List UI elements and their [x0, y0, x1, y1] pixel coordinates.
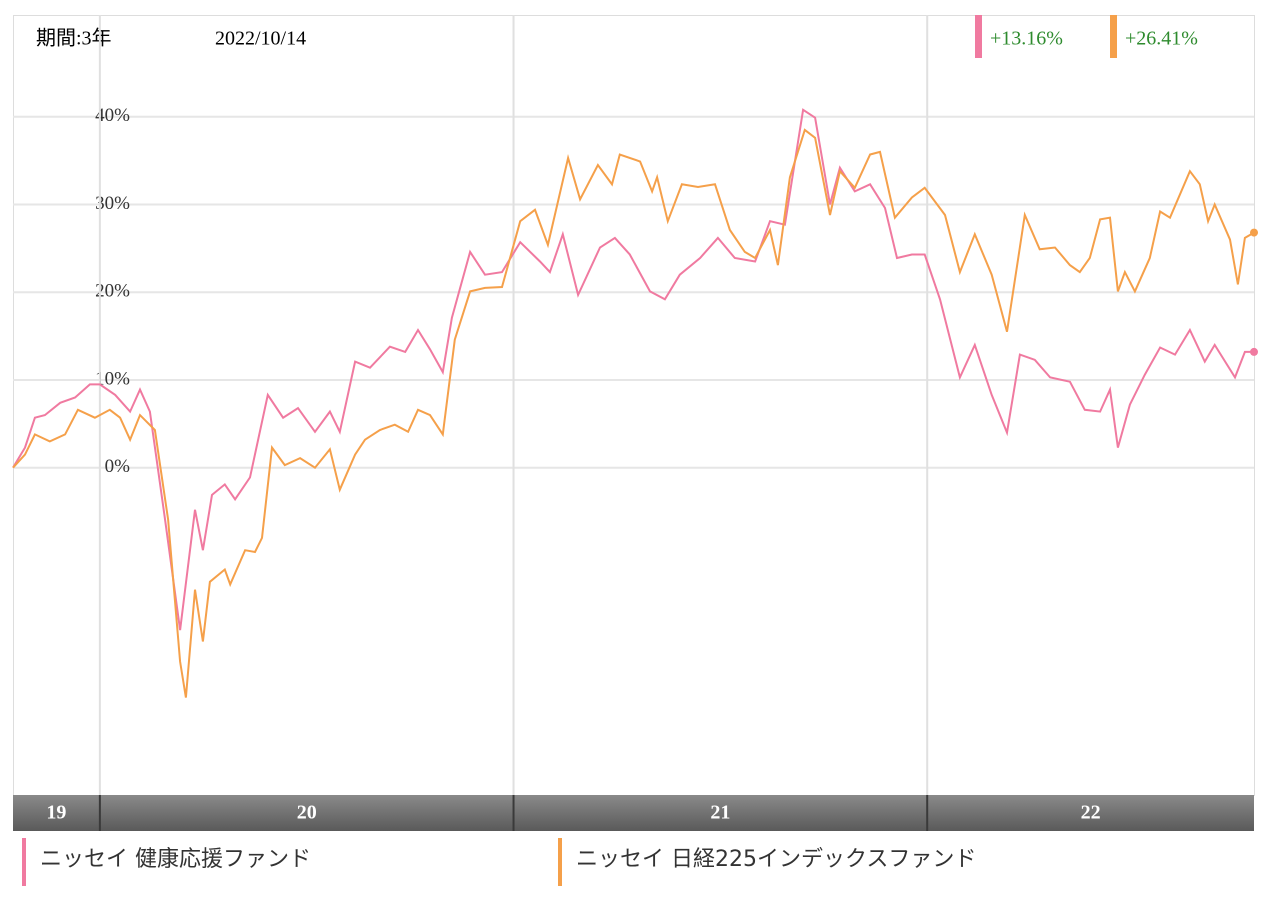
date-label: 2022/10/14: [215, 28, 306, 50]
legend-label: ニッセイ 日経225インデックスファンド: [576, 847, 976, 872]
y-tick-label: 20%: [95, 281, 130, 302]
year-label: 22: [1081, 802, 1101, 824]
change-swatch: [975, 15, 982, 58]
end-marker: [1250, 347, 1258, 356]
year-label: 21: [710, 802, 730, 824]
y-tick-label: 10%: [95, 368, 130, 389]
series-line: [12, 108, 1254, 631]
change-label: +26.41%: [1125, 28, 1198, 50]
y-tick-label: 30%: [95, 193, 130, 214]
legend-swatch: [22, 838, 26, 886]
y-tick-label: 40%: [95, 105, 130, 126]
plot-frame: [13, 15, 1255, 796]
end-marker: [1250, 228, 1258, 237]
y-tick-label: 0%: [105, 456, 131, 477]
year-band: [13, 795, 1254, 831]
legend-label: ニッセイ 健康応援ファンド: [40, 847, 311, 872]
legend-swatch: [558, 838, 562, 886]
series-line: [12, 128, 1255, 698]
change-swatch: [1110, 15, 1117, 58]
change-label: +13.16%: [990, 28, 1063, 50]
year-label: 19: [46, 802, 66, 824]
period-label: 期間:3年: [36, 27, 112, 50]
year-label: 20: [297, 802, 317, 824]
